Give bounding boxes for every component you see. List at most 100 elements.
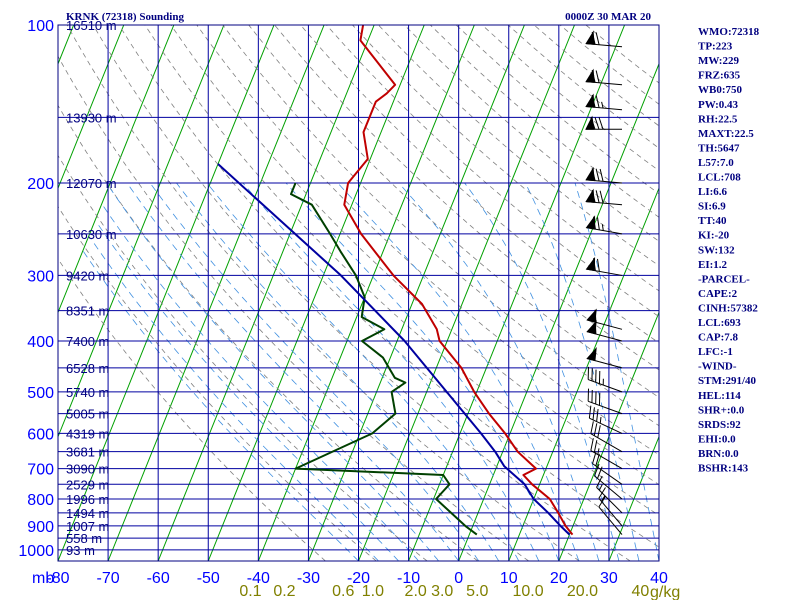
wind-barb-feather bbox=[591, 31, 596, 45]
pressure-tick-label: 500 bbox=[27, 385, 54, 402]
index-item: SHR+:0.0 bbox=[698, 404, 745, 416]
wind-barb bbox=[585, 115, 622, 130]
wind-barb bbox=[587, 366, 623, 393]
wind-barb bbox=[588, 405, 623, 434]
height-label: 7400 m bbox=[66, 334, 109, 349]
index-item: BSHR:143 bbox=[698, 463, 749, 475]
wind-barb-staff bbox=[588, 379, 623, 393]
index-item: FRZ:635 bbox=[698, 70, 741, 82]
wind-barb bbox=[585, 30, 623, 48]
index-item: TH:5647 bbox=[698, 142, 740, 154]
temperature-tick-label: 0 bbox=[454, 570, 463, 587]
isotherm-line bbox=[458, 62, 659, 561]
mixing-ratio-tick-label: 1.0 bbox=[362, 583, 384, 600]
wind-barb bbox=[585, 68, 623, 86]
isotherm-line bbox=[257, 25, 475, 561]
wind-barb bbox=[585, 188, 623, 206]
wind-barb-feather bbox=[590, 421, 594, 434]
temperature-tick-label: 40 bbox=[650, 570, 668, 587]
wind-barb bbox=[593, 463, 623, 500]
mixing-ratio-tick-label: 20.0 bbox=[567, 583, 598, 600]
index-item: SRDS:92 bbox=[698, 419, 741, 431]
wind-barb bbox=[585, 93, 623, 111]
wind-barb-feather bbox=[596, 258, 600, 272]
wind-barb-feather bbox=[594, 309, 597, 323]
dry-adiabat-line bbox=[196, 25, 659, 456]
dewpoint-line bbox=[290, 182, 478, 536]
height-label: 5005 m bbox=[66, 407, 109, 422]
wind-barb bbox=[598, 487, 623, 527]
index-item: TP:223 bbox=[698, 41, 733, 53]
wind-barb-feather bbox=[590, 117, 596, 130]
isotherm-line bbox=[207, 25, 425, 561]
wind-barb-feather bbox=[593, 440, 598, 453]
wind-barb-feather bbox=[593, 463, 600, 477]
temperature-line bbox=[343, 25, 574, 536]
mixing-ratio-tick-label: 0.1 bbox=[239, 583, 261, 600]
moist-adiabat-line bbox=[242, 182, 540, 561]
height-label: 5740 m bbox=[66, 385, 109, 400]
moist-adiabat-line bbox=[524, 182, 640, 561]
wind-barb-feather bbox=[597, 466, 603, 479]
wind-barb-half-feather bbox=[598, 484, 603, 491]
wind-barb-flag bbox=[586, 347, 597, 362]
wind-barbs bbox=[585, 30, 623, 535]
index-item: CINH:57382 bbox=[698, 302, 758, 314]
dry-adiabat-line bbox=[58, 205, 377, 561]
index-item: WB0:750 bbox=[698, 84, 743, 96]
moist-adiabat-line bbox=[337, 182, 580, 561]
wind-barb-feather bbox=[598, 495, 606, 508]
moist-adiabat-line bbox=[206, 182, 520, 561]
grid-layer bbox=[58, 25, 659, 561]
wind-barb-feather bbox=[593, 216, 596, 230]
temperature-tick-label: -40 bbox=[247, 570, 270, 587]
dry-adiabat-line bbox=[66, 25, 580, 561]
wind-barb-feather bbox=[591, 168, 596, 181]
wind-barb-flag bbox=[586, 320, 597, 335]
height-label: 16510 m bbox=[66, 18, 117, 33]
moist-adiabat-line bbox=[574, 182, 659, 561]
index-item: LFC:-1 bbox=[698, 346, 733, 358]
index-item: CAP:7.8 bbox=[698, 332, 739, 344]
moist-adiabat-line bbox=[176, 182, 500, 561]
indices-panel: WMO:72318 TP:223 MW:229 FRZ:635 WB0:750 PW:0.… bbox=[698, 26, 760, 475]
isotherm-line bbox=[107, 25, 325, 561]
isotherm-line bbox=[358, 25, 575, 561]
isotherm-line bbox=[58, 25, 125, 190]
wind-barb bbox=[590, 421, 623, 453]
height-label: 558 m bbox=[66, 531, 102, 546]
wind-barb-half-feather bbox=[601, 224, 604, 231]
index-item: MAXT:22.5 bbox=[698, 128, 754, 140]
pressure-tick-label: 200 bbox=[27, 176, 54, 193]
height-label: 1996 m bbox=[66, 492, 109, 507]
index-item: BRN:0.0 bbox=[698, 448, 739, 460]
height-label: 93 m bbox=[66, 543, 95, 558]
moist-adiabat-line bbox=[285, 182, 560, 561]
height-label: 13930 m bbox=[66, 110, 117, 125]
isotherm-line bbox=[558, 311, 659, 561]
pressure-tick-label: 100 bbox=[27, 18, 54, 35]
dry-adiabat-line bbox=[58, 55, 529, 561]
wind-barb-staff bbox=[594, 475, 623, 500]
height-label: 8351 m bbox=[66, 304, 109, 319]
wind-barb-feather bbox=[595, 95, 600, 108]
wind-barb bbox=[585, 215, 623, 235]
dry-adiabat-line bbox=[378, 25, 659, 267]
chart-title: KRNK (72318) Sounding bbox=[66, 11, 184, 23]
wind-barb-feather bbox=[593, 423, 598, 436]
isotherm-line bbox=[58, 25, 275, 561]
wind-barb-feather bbox=[591, 70, 596, 83]
wind-barb-half-feather bbox=[601, 101, 604, 109]
mixing-ratio-tick-label: 2.0 bbox=[405, 583, 427, 600]
dry-adiabat-line bbox=[58, 154, 428, 561]
isotherm-line bbox=[157, 25, 375, 561]
wind-barb bbox=[586, 320, 623, 342]
height-label: 1494 m bbox=[66, 506, 109, 521]
wind-barb-feather bbox=[593, 258, 596, 271]
index-item: EI:1.2 bbox=[698, 259, 728, 271]
mixing-ratio-tick-label: 0.6 bbox=[332, 583, 354, 600]
height-label: 3681 m bbox=[66, 445, 109, 460]
height-label: 4319 m bbox=[66, 426, 109, 441]
height-label: 3090 m bbox=[66, 462, 109, 477]
index-item: HEL:114 bbox=[698, 390, 741, 402]
